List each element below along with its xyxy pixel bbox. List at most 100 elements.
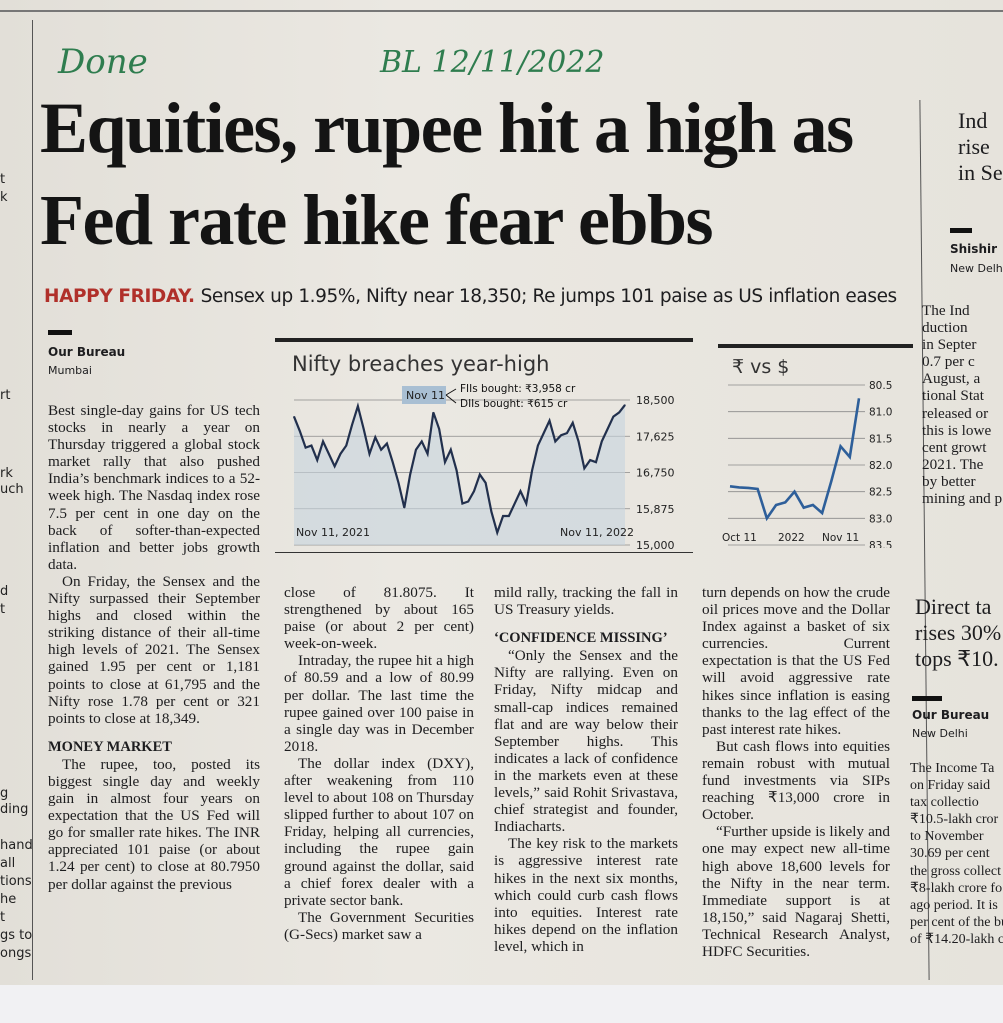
data-point [566,432,568,434]
chart-rule [275,552,693,553]
right-story-1-headline: Ind rise in Se [958,108,1003,186]
headline-line: rises 30% [915,620,1002,645]
text-fragment: rt [0,388,11,403]
data-point [601,440,603,443]
headline-line: in Se [958,160,1003,185]
rupee-chart: 80.5 81.0 81.5 82.0 82.5 83.0 83.5 Oct 11 2022 No… [722,380,892,548]
text-fragment: t [0,910,6,925]
text-line: 30.69 per cent [910,846,990,862]
top-rule [0,10,1003,12]
data-point [612,415,614,418]
y-tick-label: 81.0 [869,407,892,419]
paragraph: “Only the Sensex and the Nifty are rally… [494,647,678,836]
paragraph: “Further upside is likely and one may ex… [702,823,890,960]
text-line: to November [910,829,984,845]
subheading: MONEY MARKET [48,738,172,755]
data-point [299,430,301,432]
text-line: per cent of the bu [910,914,1003,930]
data-point [554,440,556,443]
right-story-2-headline: Direct ta rises 30% tops ₹10. [915,594,1001,672]
y-tick-label: 81.5 [869,433,892,445]
nifty-series-line [292,402,626,537]
newspaper-page [0,0,1003,990]
text-line: August, a [922,370,981,388]
data-point [537,444,539,447]
data-point [444,461,446,463]
right-story-1-place: New Delh [950,262,1003,275]
paragraph: The Government Securities (G-Secs) marke… [284,908,474,943]
paragraph: The rupee, too, posted its biggest singl… [48,755,260,893]
text-line: in Septer [922,336,977,354]
x-tick-label: Nov 11 [822,532,859,544]
data-point [380,449,382,451]
headline-line: rise [958,134,990,159]
paragraph: turn depends on how the crude oil prices… [702,584,890,738]
text-fragment: g [0,786,9,801]
right-story-2-body: The Income Ta on Friday said tax collectio… [910,760,1003,948]
data-point [560,434,562,436]
data-point [508,515,510,517]
data-point [595,461,597,463]
annotation-line: FIIs bought: ₹3,958 cr [460,383,576,395]
data-point [316,459,318,461]
y-tick-label: 82.5 [869,487,892,499]
article-column-2: close of 81.8075. It strengthened by abo… [284,584,474,943]
data-point [363,428,365,430]
text-line: tional Stat [922,387,985,405]
data-point [548,420,551,422]
right-story-2-byline: Our Bureau [912,708,990,722]
data-point [496,531,498,534]
data-point [467,500,469,503]
y-tick-label: 17,625 [636,430,675,443]
text-line: The Income Ta [910,761,995,776]
headline-line: Direct ta [915,594,992,619]
data-point [438,428,440,430]
headline-line: Ind [958,108,988,133]
rupee-chart-title: ₹ vs $ [732,356,790,378]
data-point [502,515,504,517]
text-line: 0.7 per c [922,353,975,371]
paragraph: On Friday, the Sensex and the Nifty surp… [48,572,260,727]
text-line: the gross collect [910,863,1001,879]
data-point [403,507,405,509]
subheading: ‘CONFIDENCE MISSING’ [494,630,668,647]
data-point [461,502,464,505]
paragraph: close of 81.8075. It strengthened by abo… [284,584,474,653]
data-point [490,511,493,513]
deck-text: Sensex up 1.95%, Nifty near 18,350; Re j… [200,286,898,307]
text-fragment: he [0,892,17,907]
headline-line: tops ₹10. [915,646,999,671]
headline: Equities, rupee hit a high as Fed rate h… [40,88,854,260]
text-line: ₹8-lakh crore fo [910,880,1003,896]
text-fragment: ongs [0,946,32,961]
paragraph: mild rally, tracking the fall in US Trea… [494,584,678,619]
data-point [450,449,452,451]
text-line: The Ind [922,302,970,319]
y-tick-label: 18,500 [636,394,675,407]
data-point [455,469,458,472]
y-tick-label: 83.5 [869,540,892,548]
text-line: tax collectio [910,795,979,811]
data-point [392,461,394,463]
data-point [606,428,609,430]
data-point [305,447,307,449]
data-point [397,482,400,484]
area-fill [294,404,625,545]
data-point [525,502,527,505]
data-point [310,444,313,447]
paragraph: Intraday, the rupee hit a high of 80.59 … [284,652,474,755]
text-line: ago period. It is [910,897,998,913]
data-point [514,502,516,505]
text-fragment: t [0,172,6,187]
right-story-2-place: New Delhi [912,727,968,740]
y-tick-label: 15,000 [636,539,675,550]
text-fragment: tions [0,874,32,889]
annotation-line: DIIs bought: ₹615 cr [460,398,568,410]
chart-rule [718,344,913,348]
data-point [479,473,481,476]
byline-mark [912,696,942,701]
text-fragment: rk [0,466,13,481]
data-point [339,453,342,455]
article-column-1: Best single-day gains for US tech stocks… [48,402,260,893]
